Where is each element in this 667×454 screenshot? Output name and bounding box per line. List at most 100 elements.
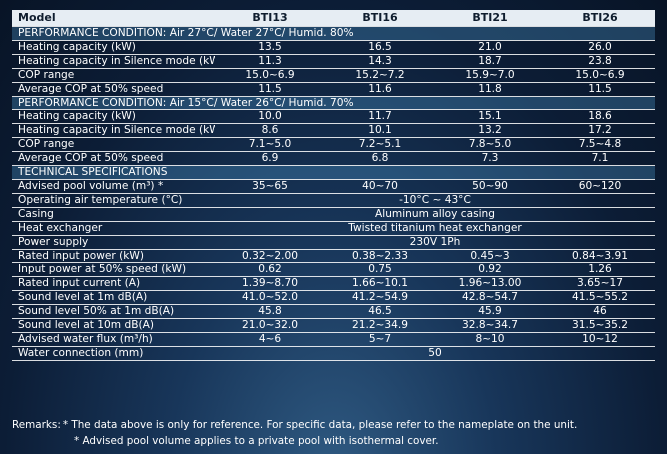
spec-table: Model BTI13 BTI16 BTI21 BTI26 PERFORMANC… <box>12 10 655 361</box>
spec-value: 46.5 <box>325 304 435 320</box>
spec-row: Operating air temperature (°C) -10°C ~ 43… <box>12 193 655 208</box>
spec-label: Sound level at 10m dB(A) <box>12 318 215 333</box>
spec-value: 18.7 <box>435 54 545 69</box>
spec-value: 31.5~35.2 <box>545 318 655 333</box>
spec-row: Heating capacity (kW) 13.5 16.5 21.0 26.0 <box>12 40 655 55</box>
header-row: Model BTI13 BTI16 BTI21 BTI26 <box>12 10 655 27</box>
spec-value: 13.2 <box>435 123 545 139</box>
remarks-label: Remarks: <box>12 419 61 431</box>
spec-value: 15.2~7.2 <box>325 68 435 83</box>
spec-label: COP range <box>12 137 215 153</box>
spec-value: 1.26 <box>545 262 655 278</box>
model-header-bti16: BTI16 <box>325 10 435 27</box>
spec-label: Average COP at 50% speed <box>12 151 215 167</box>
spec-value: 3.65~17 <box>545 276 655 292</box>
spec-row: Heating capacity in Silence mode (kW) 8.6… <box>12 123 655 139</box>
spec-value: 50~90 <box>435 179 545 194</box>
spec-value: 10~12 <box>545 332 655 347</box>
spec-value: 21.2~34.9 <box>325 318 435 333</box>
spec-row: Advised water flux (m³/h) 4~6 5~7 8~10 10~12 <box>12 332 655 347</box>
spec-value: 11.5 <box>545 82 655 97</box>
spec-value: 15.1 <box>435 109 545 125</box>
spec-row: Casing Aluminum alloy casing <box>12 207 655 222</box>
spec-label: Operating air temperature (°C) <box>12 193 215 208</box>
section-title: TECHNICAL SPECIFICATIONS <box>12 165 655 180</box>
spec-value: 0.32~2.00 <box>215 249 325 264</box>
spec-value-all-models: 50 <box>215 346 655 361</box>
spec-value: 16.5 <box>325 40 435 55</box>
spec-value: 0.75 <box>325 262 435 278</box>
spec-value: 15.0~6.9 <box>215 68 325 83</box>
spec-label: Rated input power (kW) <box>12 249 215 264</box>
spec-row: Sound level 50% at 1m dB(A) 45.8 46.5 45.9 4… <box>12 304 655 320</box>
spec-value: 21.0 <box>435 40 545 55</box>
remark-note-1: * The data above is only for reference. … <box>62 419 578 431</box>
section-header-row: TECHNICAL SPECIFICATIONS <box>12 165 655 180</box>
spec-value: 0.45~3 <box>435 249 545 264</box>
spec-row: Rated input current (A) 1.39~8.70 1.66~10.… <box>12 276 655 292</box>
spec-label: Average COP at 50% speed <box>12 82 215 97</box>
spec-value: 60~120 <box>545 179 655 194</box>
spec-label: Heating capacity (kW) <box>12 40 215 55</box>
spec-value: 45.9 <box>435 304 545 320</box>
spec-value: 13.5 <box>215 40 325 55</box>
spec-value: 41.2~54.9 <box>325 290 435 306</box>
model-column-header: Model <box>12 10 215 27</box>
spec-value: 7.8~5.0 <box>435 137 545 153</box>
spec-row: Average COP at 50% speed 6.9 6.8 7.3 7.1 <box>12 151 655 167</box>
spec-value: 0.84~3.91 <box>545 249 655 264</box>
spec-value: 11.7 <box>325 109 435 125</box>
spec-value: 6.9 <box>215 151 325 167</box>
spec-value: 15.9~7.0 <box>435 68 545 83</box>
spec-row: Advised pool volume (m³) * 35~65 40~70 50~9… <box>12 179 655 194</box>
spec-value: 6.8 <box>325 151 435 167</box>
spec-value: 35~65 <box>215 179 325 194</box>
spec-row: COP range 15.0~6.9 15.2~7.2 15.9~7.0 15.0~6.… <box>12 68 655 83</box>
spec-row: COP range 7.1~5.0 7.2~5.1 7.8~5.0 7.5~4.8 <box>12 137 655 153</box>
spec-value-all-models: Aluminum alloy casing <box>215 207 655 222</box>
spec-value-all-models: -10°C ~ 43°C <box>215 193 655 208</box>
spec-value: 17.2 <box>545 123 655 139</box>
spec-value: 10.1 <box>325 123 435 139</box>
section-title: PERFORMANCE CONDITION: Air 15°C/ Water 2… <box>12 96 655 111</box>
spec-row: Heating capacity in Silence mode (kW) 11.… <box>12 54 655 69</box>
spec-row: Heating capacity (kW) 10.0 11.7 15.1 18.6 <box>12 109 655 125</box>
remarks-line-1: Remarks: * The data above is only for ref… <box>12 417 662 433</box>
spec-label: Power supply <box>12 235 215 250</box>
spec-value: 32.8~34.7 <box>435 318 545 333</box>
spec-label: Advised water flux (m³/h) <box>12 332 215 347</box>
spec-table-body: PERFORMANCE CONDITION: Air 27°C/ Water 2… <box>12 26 655 361</box>
spec-value: 46 <box>545 304 655 320</box>
remark-note-2: * Advised pool volume applies to a priva… <box>74 435 439 447</box>
remarks: Remarks: * The data above is only for ref… <box>12 417 662 449</box>
spec-value: 23.8 <box>545 54 655 69</box>
spec-value: 5~7 <box>325 332 435 347</box>
spec-sheet: Model BTI13 BTI16 BTI21 BTI26 PERFORMANC… <box>12 10 655 361</box>
spec-label: Sound level 50% at 1m dB(A) <box>12 304 215 320</box>
spec-label: Sound level at 1m dB(A) <box>12 290 215 306</box>
spec-value-all-models: Twisted titanium heat exchanger <box>215 221 655 236</box>
spec-value: 18.6 <box>545 109 655 125</box>
spec-value: 7.3 <box>435 151 545 167</box>
spec-value: 7.1 <box>545 151 655 167</box>
spec-label: Heating capacity in Silence mode (kW) <box>12 123 215 139</box>
spec-label: Water connection (mm) <box>12 346 215 361</box>
spec-value: 8.6 <box>215 123 325 139</box>
spec-value: 0.62 <box>215 262 325 278</box>
spec-row: Sound level at 10m dB(A) 21.0~32.0 21.2~34… <box>12 318 655 333</box>
spec-value: 1.39~8.70 <box>215 276 325 292</box>
spec-value: 10.0 <box>215 109 325 125</box>
spec-label: Heating capacity in Silence mode (kW) <box>12 54 215 69</box>
spec-value: 11.3 <box>215 54 325 69</box>
spec-value: 4~6 <box>215 332 325 347</box>
spec-value: 15.0~6.9 <box>545 68 655 83</box>
spec-row: Input power at 50% speed (kW) 0.62 0.75 0.9… <box>12 262 655 278</box>
spec-value: 40~70 <box>325 179 435 194</box>
spec-row: Heat exchanger Twisted titanium heat exch… <box>12 221 655 236</box>
spec-row: Power supply 230V 1Ph <box>12 235 655 250</box>
spec-value: 8~10 <box>435 332 545 347</box>
spec-value: 1.66~10.1 <box>325 276 435 292</box>
spec-value: 11.5 <box>215 82 325 97</box>
spec-label: Heating capacity (kW) <box>12 109 215 125</box>
spec-value: 11.8 <box>435 82 545 97</box>
